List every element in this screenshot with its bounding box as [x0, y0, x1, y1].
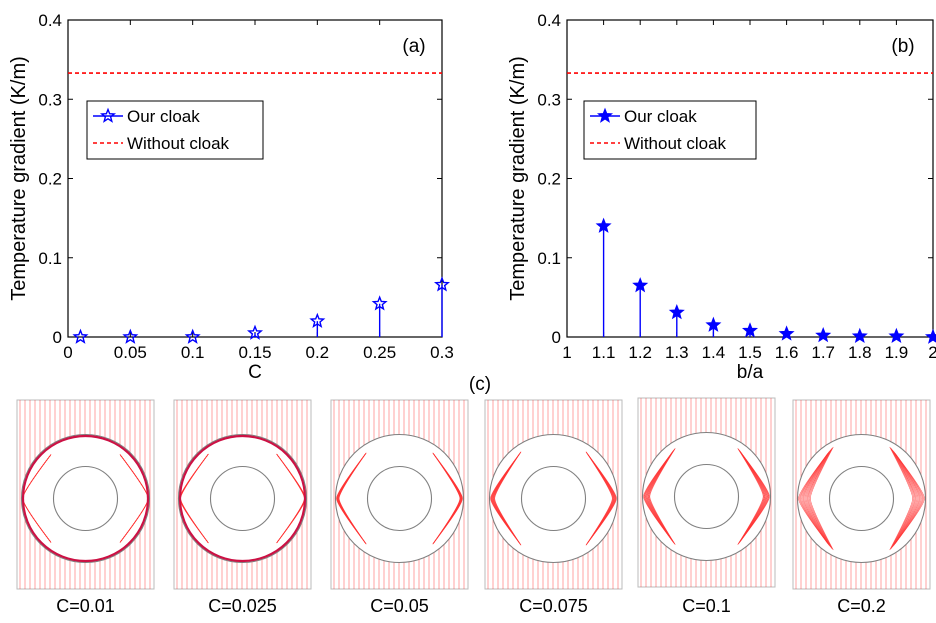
x-tick-label-a: 0.15 [238, 343, 271, 362]
x-tick-label-a: 0 [63, 343, 72, 362]
legend-label-without-cloak-a: Without cloak [127, 134, 230, 153]
legend-label-our-cloak-a: Our cloak [127, 107, 200, 126]
field-map-2 [174, 400, 311, 589]
panel-label-b: (b) [891, 36, 914, 57]
cloak-inner-circle [54, 467, 118, 531]
field-map-1 [17, 400, 154, 589]
cloak-inner-circle [830, 467, 894, 531]
y-tick-label-a: 0.1 [38, 249, 62, 268]
panel-label-c: (c) [469, 374, 491, 395]
y-tick-label-b: 0.2 [537, 170, 561, 189]
caption-6: C=0.2 [837, 596, 886, 616]
x-tick-label-b: 1.6 [775, 343, 799, 362]
x-tick-label-b: 1.5 [738, 343, 762, 362]
x-tick-label-b: 1.7 [811, 343, 835, 362]
x-tick-label-a: 0.3 [430, 343, 454, 362]
x-tick-label-b: 1.3 [665, 343, 689, 362]
y-axis-label-a: Temperature gradient (K/m) [8, 56, 30, 301]
x-tick-label-b: 1.2 [628, 343, 652, 362]
cloak-inner-circle [368, 467, 432, 531]
legend-label-without-cloak-b: Without cloak [624, 134, 727, 153]
x-axis-label-b: b/a [737, 362, 764, 383]
cloak-inner-circle [211, 467, 275, 531]
y-tick-label-a: 0 [53, 328, 62, 347]
x-tick-label-a: 0.25 [363, 343, 396, 362]
caption-3: C=0.05 [370, 596, 429, 616]
cloak-inner-circle [675, 465, 739, 529]
y-tick-label-a: 0.2 [38, 170, 62, 189]
x-tick-label-b: 2 [928, 343, 936, 362]
caption-2: C=0.025 [208, 596, 277, 616]
y-axis-label-b: Temperature gradient (K/m) [507, 56, 529, 301]
y-tick-label-a: 0.3 [38, 90, 62, 109]
y-tick-label-a: 0.4 [38, 11, 62, 30]
plot-frame-a [68, 20, 442, 337]
x-tick-label-b: 1.4 [702, 343, 726, 362]
caption-4: C=0.075 [519, 596, 588, 616]
legend-label-our-cloak-b: Our cloak [624, 107, 697, 126]
x-tick-label-a: 0.05 [114, 343, 147, 362]
x-axis-label-a: C [248, 362, 262, 383]
caption-1: C=0.01 [56, 596, 115, 616]
field-map-5 [638, 398, 775, 587]
panel-label-a: (a) [402, 36, 425, 57]
y-tick-label-b: 0.3 [537, 90, 561, 109]
x-tick-label-b: 1.8 [848, 343, 872, 362]
caption-5: C=0.1 [682, 596, 731, 616]
field-map-4 [485, 400, 622, 589]
field-map-6 [793, 400, 930, 589]
x-tick-label-a: 0.1 [181, 343, 205, 362]
field-map-3 [331, 400, 468, 589]
x-tick-label-b: 1.9 [885, 343, 909, 362]
cloak-inner-circle [522, 467, 586, 531]
plot-frame-b [567, 20, 933, 337]
x-tick-label-a: 0.2 [306, 343, 330, 362]
y-tick-label-b: 0 [552, 328, 561, 347]
x-tick-label-b: 1 [562, 343, 571, 362]
y-tick-label-b: 0.1 [537, 249, 561, 268]
y-tick-label-b: 0.4 [537, 11, 561, 30]
x-tick-label-b: 1.1 [592, 343, 616, 362]
